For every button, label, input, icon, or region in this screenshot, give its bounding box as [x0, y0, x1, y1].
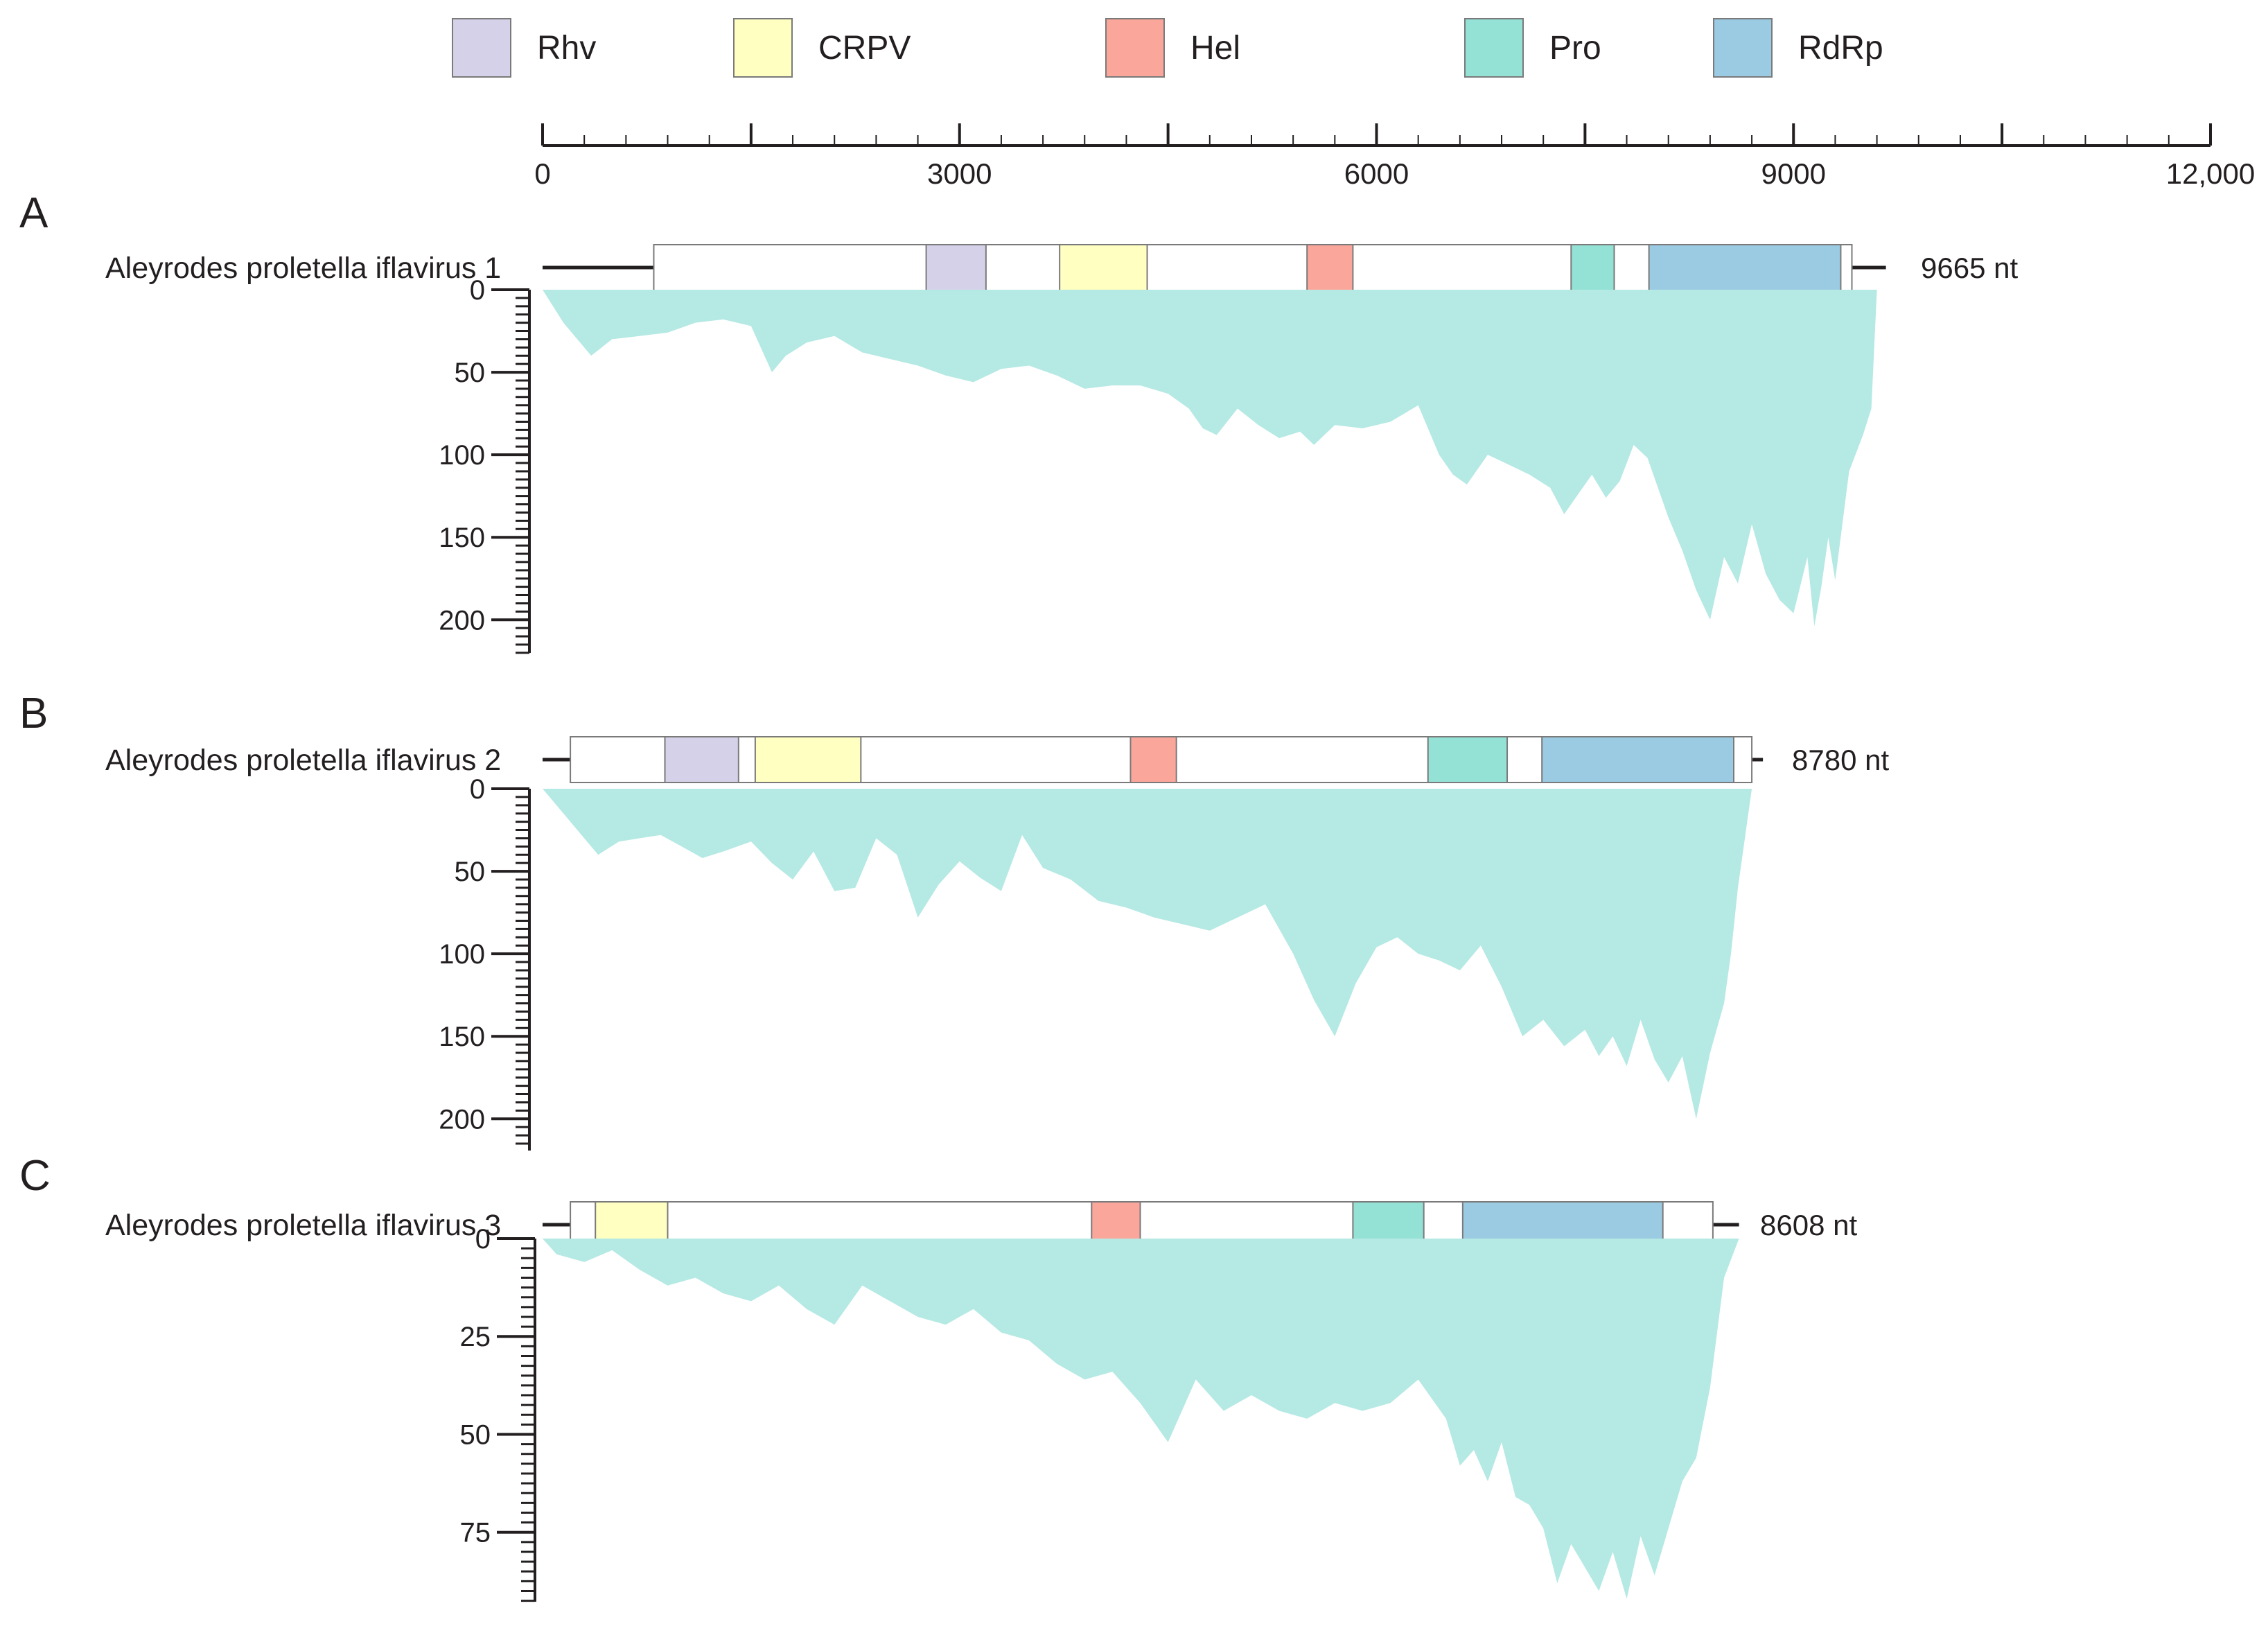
domain-crpv [1059, 244, 1148, 291]
y-tick-label: 50 [460, 1419, 491, 1450]
domain-rhv [664, 736, 739, 783]
legend-label-hel: Hel [1190, 30, 1240, 67]
coverage-area [543, 1239, 1739, 1599]
scale-tick-label: 12,000 [2166, 157, 2255, 190]
panel-letter: A [19, 189, 49, 237]
legend: Rhv CRPV Hel Pro RdRp [452, 18, 1883, 78]
coverage-y-axis: 0 25 50 75 [460, 1224, 536, 1602]
panel-letter: C [19, 1152, 51, 1200]
panel-letter: B [19, 690, 48, 737]
legend-swatch-hel [1105, 18, 1165, 78]
genome-name: Aleyrodes proletella iflavirus 1 [105, 252, 501, 285]
y-tick-label: 100 [439, 939, 485, 970]
domain-rdrp [1541, 736, 1734, 783]
domain-hel [1306, 244, 1354, 291]
y-tick-label: 0 [470, 774, 485, 805]
genome-name: Aleyrodes proletella iflavirus 3 [105, 1209, 501, 1242]
domain-crpv [754, 736, 862, 783]
scale-tick-label: 6000 [1344, 157, 1409, 190]
domain-pro [1570, 244, 1615, 291]
legend-item-rhv: Rhv [452, 18, 596, 78]
legend-label-pro: Pro [1549, 30, 1601, 67]
coverage-area [543, 290, 1886, 627]
y-tick-label: 50 [455, 857, 486, 887]
legend-swatch-crpv [733, 18, 793, 78]
domain-rdrp [1648, 244, 1842, 291]
legend-item-rdrp: RdRp [1713, 18, 1883, 78]
domain-hel [1129, 736, 1177, 783]
y-tick-label: 200 [439, 605, 485, 636]
y-tick-label: 0 [475, 1224, 491, 1255]
genome-length-label: 8608 nt [1760, 1209, 1857, 1241]
legend-swatch-pro [1464, 18, 1524, 78]
genome-length-label: 8780 nt [1792, 744, 1889, 776]
panels: A Aleyrodes proletella iflavirus 1 9665 nt… [19, 189, 2018, 1602]
genome-length-label: 9665 nt [1921, 252, 2018, 284]
legend-item-pro: Pro [1464, 18, 1601, 78]
panel-a: A Aleyrodes proletella iflavirus 1 9665 nt… [19, 189, 2018, 654]
y-tick-label: 75 [460, 1518, 491, 1548]
genome-name: Aleyrodes proletella iflavirus 2 [105, 744, 501, 777]
y-tick-label: 200 [439, 1104, 485, 1135]
legend-swatch-rdrp [1713, 18, 1773, 78]
legend-item-crpv: CRPV [733, 18, 911, 78]
coverage-area [543, 789, 1764, 1119]
y-tick-label: 0 [470, 275, 485, 306]
panel-c: C Aleyrodes proletella iflavirus 3 8608 nt… [19, 1152, 1857, 1602]
y-tick-label: 100 [439, 440, 485, 471]
domain-pro [1427, 736, 1509, 783]
y-tick-label: 150 [439, 523, 485, 553]
y-tick-label: 25 [460, 1322, 491, 1352]
legend-swatch-rhv [452, 18, 511, 78]
scale-tick-label: 0 [534, 157, 550, 190]
domain-rhv [925, 244, 987, 291]
panel-b: B Aleyrodes proletella iflavirus 2 8780 nt… [19, 690, 1889, 1151]
scale-tick-label: 9000 [1761, 157, 1826, 190]
y-tick-label: 150 [439, 1022, 485, 1052]
genome-scale-bar: 0 3000 6000 9000 12,000 [534, 123, 2255, 190]
legend-label-crpv: CRPV [818, 30, 911, 67]
legend-item-hel: Hel [1105, 18, 1240, 78]
coverage-y-axis: 0 50 100 150 200 [439, 774, 531, 1151]
scale-tick-label: 3000 [927, 157, 992, 190]
legend-label-rhv: Rhv [537, 30, 596, 67]
coverage-y-axis: 0 50 100 150 200 [439, 275, 531, 654]
y-tick-label: 50 [455, 358, 486, 388]
legend-label-rdrp: RdRp [1798, 30, 1883, 67]
